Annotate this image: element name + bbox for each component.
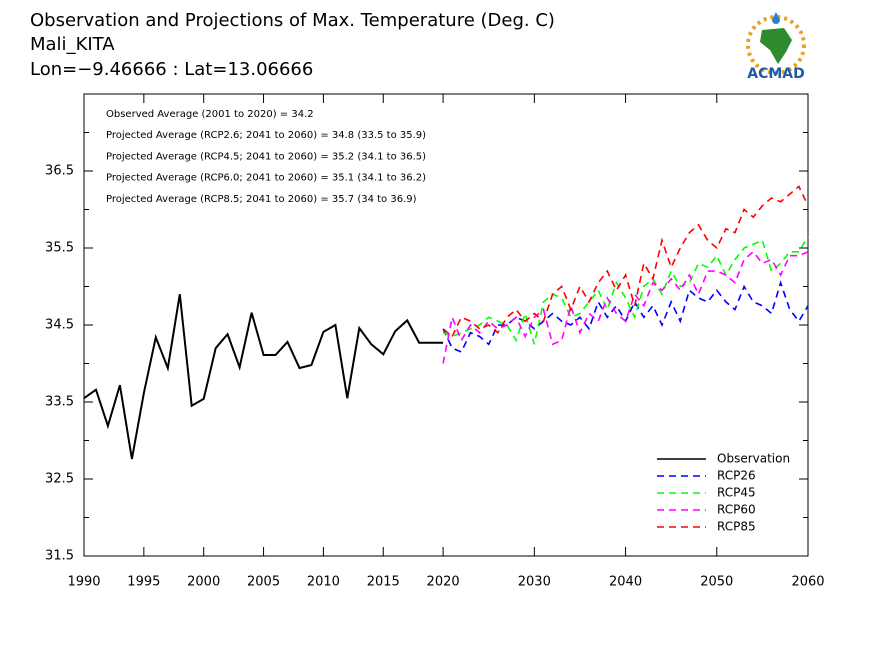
x-tick-label: 2050 [700,575,733,590]
x-tick-label: 2005 [247,575,280,590]
x-tick-label: 2040 [609,575,642,590]
y-tick-label: 35.5 [45,241,74,256]
legend-label: Observation [717,452,790,466]
series-line [442,185,809,338]
x-tick-label: 2020 [427,575,460,590]
x-tick-label: 2060 [791,575,824,590]
y-tick-label: 33.5 [45,395,74,410]
chart-subtitle: Mali_KITA [30,34,115,55]
series-line [83,294,444,460]
x-tick-label: 1990 [67,575,100,590]
y-tick-label: 32.5 [45,472,74,487]
annotation: Projected Average (RCP2.6; 2041 to 2060)… [106,130,426,141]
logo: ACMAD [746,12,806,82]
plot-frame [83,93,809,557]
x-tick-label: 2015 [367,575,400,590]
logo-text: ACMAD [747,66,805,82]
annotation: Projected Average (RCP6.0; 2041 to 2060)… [106,173,426,184]
legend-label: RCP60 [717,503,756,517]
legend-label: RCP26 [717,469,756,483]
logo-drop [772,12,780,24]
x-tick-label: 2000 [187,575,220,590]
series-line [442,236,809,345]
annotation: Observed Average (2001 to 2020) = 34.2 [106,109,314,120]
legend-label: RCP45 [717,486,756,500]
series-line [442,250,809,364]
x-tick-label: 1995 [127,575,160,590]
legend-label: RCP85 [717,520,756,534]
y-tick-label: 31.5 [45,549,74,564]
chart-title: Observation and Projections of Max. Temp… [30,10,555,31]
series-line [442,280,809,354]
x-tick-label: 2010 [307,575,340,590]
logo-ring [746,15,806,75]
annotation: Projected Average (RCP8.5; 2041 to 2060)… [106,194,417,205]
location-label: Lon=−9.46666 : Lat=13.06666 [30,59,313,80]
annotation: Projected Average (RCP4.5; 2041 to 2060)… [106,151,426,162]
logo-map [760,28,792,64]
y-tick-label: 36.5 [45,164,74,179]
y-tick-label: 34.5 [45,318,74,333]
x-tick-label: 2030 [518,575,551,590]
